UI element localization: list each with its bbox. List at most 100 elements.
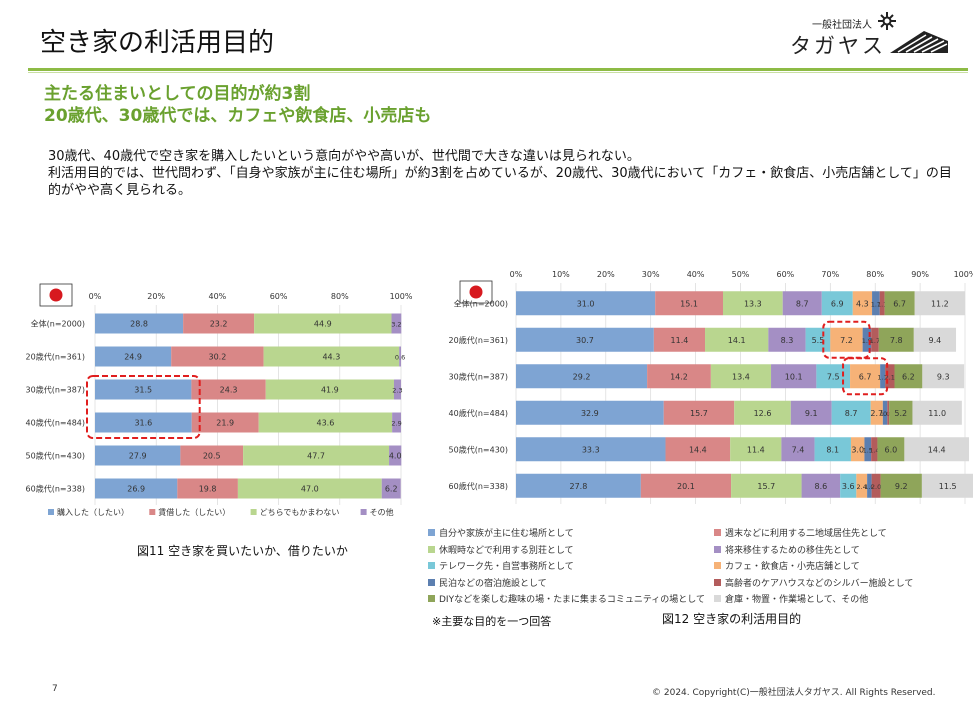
data-label: 31.0: [577, 299, 595, 308]
data-label: 27.9: [129, 452, 147, 461]
legend-item: テレワーク先・自営事務所として: [428, 559, 574, 572]
bar-segment: [801, 473, 841, 498]
category-label: 全体(n=2000): [31, 319, 85, 329]
legend-swatch: [714, 529, 721, 536]
bar-segment: [516, 327, 654, 352]
data-label: 2.0: [871, 483, 881, 491]
data-label: 20.1: [677, 482, 695, 491]
data-label: 6.9: [831, 299, 844, 308]
legend-item: カフェ・飲食店・小売店舗として: [714, 559, 860, 572]
bar-segment: [889, 400, 913, 425]
data-label: 2.3: [392, 387, 402, 395]
data-label: 11.2: [931, 299, 949, 308]
bar-segment: [814, 437, 851, 462]
bar-segment: [864, 437, 872, 462]
x-tick-label: 30%: [642, 270, 660, 279]
bar-segment: [867, 473, 872, 498]
bar-segment: [516, 400, 664, 425]
data-label: 11.4: [671, 336, 689, 345]
data-label: 1.4: [869, 446, 879, 454]
legend-label: 購入した（したい）: [57, 507, 129, 517]
bar-segment: [922, 364, 965, 389]
bar-segment: [850, 364, 881, 389]
data-label: 5.2: [894, 409, 907, 418]
chart-usage-purpose-legend: 自分や家族が主に住む場所として 週末などに利用する二地域居住先として 休暇時などで利…: [424, 526, 964, 610]
bar-segment: [191, 412, 259, 433]
bar-segment: [95, 346, 172, 367]
legend-item: 将来移住するための移住先として: [714, 543, 860, 556]
data-label: 47.7: [307, 452, 325, 461]
category-label: 40歳代(n=484): [449, 408, 508, 418]
legend-swatch: [428, 578, 435, 586]
x-tick-label: 20%: [597, 270, 615, 279]
bar-segment: [265, 379, 394, 400]
data-label: 1.5: [863, 446, 873, 454]
data-label: 32.9: [581, 409, 599, 418]
data-label: 24.9: [124, 353, 142, 362]
data-label: 7.4: [792, 445, 805, 454]
data-label: 31.5: [134, 386, 152, 395]
data-label: 21.9: [216, 419, 234, 428]
bar-segment: [870, 400, 883, 425]
data-label: 1.1: [877, 300, 887, 308]
x-tick-label: 0%: [89, 292, 102, 301]
legend-swatch: [714, 578, 721, 586]
bar-segment: [734, 400, 791, 425]
legend-label: 自分や家族が主に住む場所として: [439, 529, 574, 539]
figure-12-caption: 図12 空き家の利活用目的: [662, 612, 802, 626]
bar-segment: [391, 313, 402, 334]
data-label: 7.5: [827, 372, 840, 381]
legend-label: 高齢者のケアハウスなどのシルバー施設として: [725, 578, 914, 589]
data-label: 1.1: [877, 373, 887, 381]
legend-label: テレワーク先・自営事務所として: [439, 562, 574, 572]
bar-segment: [821, 291, 853, 316]
data-label: 0.6: [395, 354, 405, 362]
data-label: 33.3: [582, 445, 600, 454]
bar-segment: [183, 313, 255, 334]
bar-segment: [722, 291, 783, 316]
legend-label: どちらでもかまわない: [260, 508, 340, 517]
bar-segment: [177, 478, 238, 499]
data-label: 26.9: [127, 485, 145, 494]
bar-segment: [871, 327, 879, 352]
japan-flag-icon-sun: [49, 288, 63, 302]
category-label: 全体(n=2000): [454, 298, 508, 308]
category-label: 50歳代(n=430): [449, 444, 508, 454]
bar-segment: [243, 445, 390, 466]
x-tick-label: 80%: [331, 292, 349, 301]
bar-segment: [850, 437, 865, 462]
legend-swatch: [250, 509, 257, 515]
legend-swatch: [149, 509, 156, 515]
bar-segment: [663, 400, 735, 425]
data-label: 0.4: [883, 410, 893, 418]
data-label: 27.8: [570, 482, 588, 491]
legend-item: 倉庫・物置・作業場として、その他: [714, 592, 868, 605]
data-label: 6.2: [385, 485, 398, 494]
legend-item: 休暇時などで利用する別荘として: [428, 543, 574, 556]
data-label: 3.6: [842, 482, 855, 491]
data-label: 1.0: [880, 410, 890, 418]
logo-name: タガヤス: [790, 34, 886, 58]
description-line-1: 30歳代、40歳代で空き家を購入したいという意向がやや高いが、世代間で大きな違い…: [48, 149, 640, 164]
legend-item: DIYなどを楽しむ趣味の場・たまに集まるコミュニティの場として: [428, 592, 705, 605]
legend-label: 将来移住するための移住先として: [725, 545, 860, 556]
bar-segment: [171, 346, 264, 367]
legend-item: 民泊などの宿泊施設として: [428, 576, 547, 589]
x-tick-label: 80%: [866, 270, 884, 279]
bar-segment: [782, 291, 822, 316]
data-label: 7.2: [840, 336, 853, 345]
bar-segment: [887, 400, 890, 425]
data-label: 11.0: [928, 409, 946, 418]
bar-segment: [640, 473, 732, 498]
bar-segment: [95, 478, 178, 499]
bar-segment: [254, 313, 392, 334]
data-label: 15.7: [757, 482, 775, 491]
category-label: 20歳代(n=361): [26, 352, 85, 362]
bar-segment: [191, 379, 266, 400]
bar-segment: [894, 364, 923, 389]
bar-segment: [705, 327, 769, 352]
bar-segment: [647, 364, 711, 389]
figure-11-caption: 図11 空き家を買いたいか、借りたいか: [137, 544, 348, 558]
bar-segment: [263, 346, 400, 367]
category-label: 60歳代(n=338): [26, 484, 85, 494]
